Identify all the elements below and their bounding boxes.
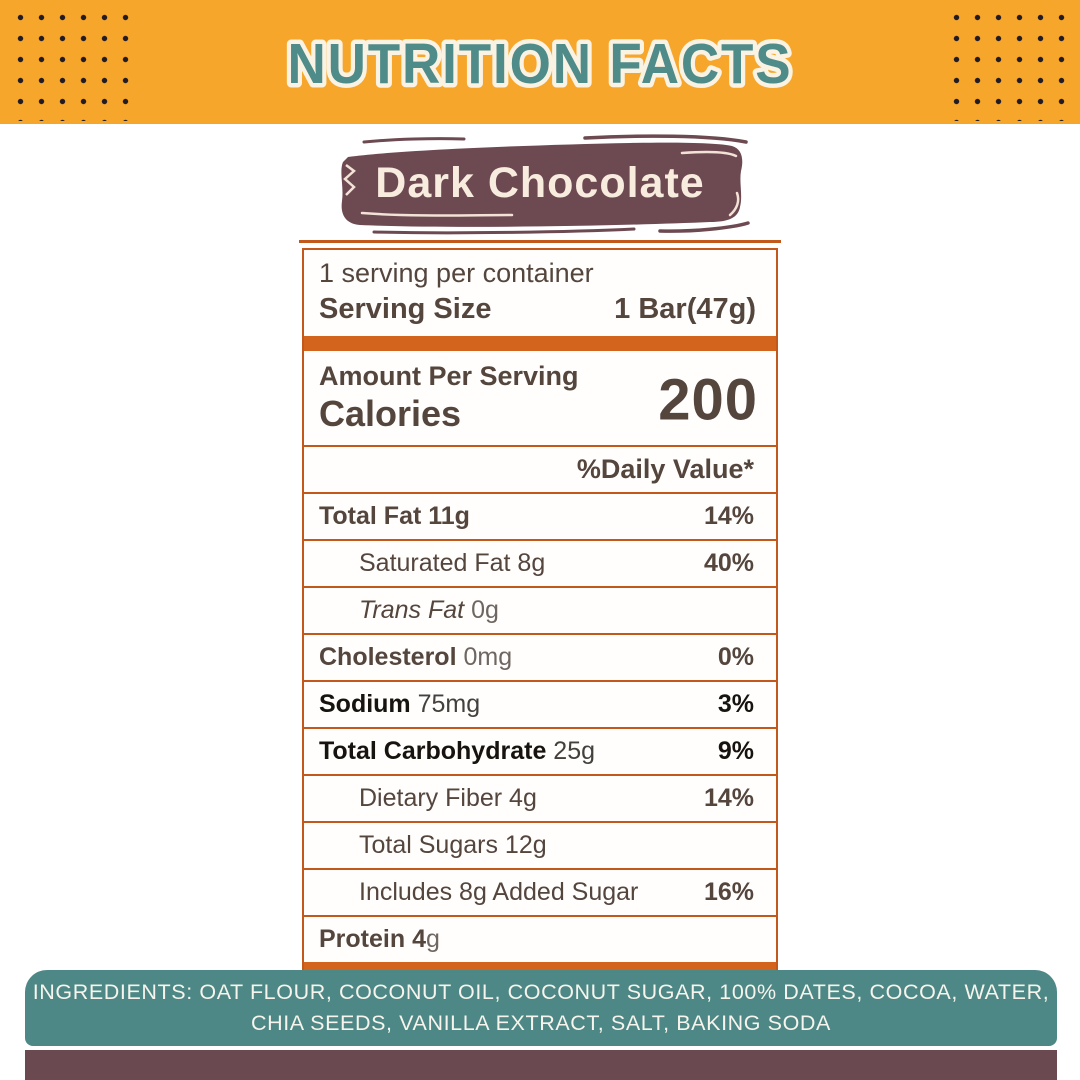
ingredients-line-1: INGREDIENTS: OAT FLOUR, COCONUT OIL, COC…	[32, 980, 1050, 1004]
nutrient-row: Sodium 75mg 3%	[304, 680, 776, 727]
serving-section: 1 serving per container Serving Size 1 B…	[304, 250, 776, 336]
nutrient-daily-value: 40%	[703, 549, 754, 577]
nutrient-daily-value: 9%	[717, 737, 754, 765]
brush-streak-top-right	[583, 134, 748, 144]
nutrient-row: Includes 8g Added Sugar 16%	[304, 868, 776, 915]
calories-value: 200	[658, 367, 758, 433]
nutrient-row: Dietary Fiber 4g 14%	[304, 774, 776, 821]
nutrient-label: Total Sugars 12g	[359, 831, 547, 859]
calories-section: Amount Per Serving Calories 200	[304, 351, 776, 445]
nutrient-row: Saturated Fat 8g 40%	[304, 539, 776, 586]
nutrient-label: Total Carbohydrate 25g	[319, 737, 596, 765]
brush-jag-left	[343, 164, 356, 196]
nutrient-row: Protein 4g	[304, 915, 776, 962]
page-title: NUTRITION FACTS	[288, 32, 793, 96]
nutrient-row: Trans Fat 0g	[304, 586, 776, 633]
nutrition-facts-panel: 1 serving per container Serving Size 1 B…	[299, 240, 781, 979]
nutrient-label: Protein 4g	[319, 925, 440, 953]
brush-stroke-art	[341, 134, 750, 235]
header-banner: NUTRITION FACTS	[0, 0, 1080, 124]
top-accent-line	[299, 240, 781, 243]
nutrient-label: Trans Fat 0g	[359, 596, 499, 624]
brush-jag-right	[728, 191, 740, 217]
brush-streak-top-left	[362, 137, 466, 144]
nutrient-label: Sodium 75mg	[319, 690, 481, 718]
thick-divider-top	[304, 336, 776, 351]
nutrient-label: Total Fat 11g	[319, 502, 470, 530]
servings-per-container: 1 serving per container	[319, 258, 594, 288]
nutrient-label: Cholesterol 0mg	[319, 643, 513, 671]
nutrient-daily-value: 16%	[703, 878, 754, 906]
brush-highlight-bottom	[360, 211, 514, 217]
bottom-accent-strip	[25, 1050, 1057, 1080]
dot-grid-right-decoration	[942, 3, 1074, 121]
brush-body	[341, 142, 743, 227]
nutrient-row: Total Fat 11g 14%	[304, 492, 776, 539]
amount-per-serving-label: Amount Per Serving	[319, 361, 579, 391]
calories-label: Calories	[319, 393, 462, 434]
nutrient-daily-value: 14%	[703, 502, 754, 530]
page-title-art: NUTRITION FACTS	[283, 28, 795, 101]
daily-value-header: %Daily Value*	[304, 445, 776, 492]
brush-highlight-top	[680, 150, 738, 158]
ingredients-line-2: CHIA SEEDS, VANILLA EXTRACT, SALT, BAKIN…	[250, 1011, 831, 1035]
nutrient-label: Saturated Fat 8g	[359, 549, 546, 577]
nutrient-row: Cholesterol 0mg 0%	[304, 633, 776, 680]
flavor-banner: Dark Chocolate	[330, 133, 750, 237]
serving-size-row: Serving Size 1 Bar(47g)	[319, 290, 756, 328]
dot-grid-left-decoration	[6, 3, 138, 121]
nutrient-label: Includes 8g Added Sugar	[359, 878, 639, 906]
serving-size-label: Serving Size	[319, 293, 492, 325]
nutrient-daily-value: 0%	[717, 643, 754, 671]
flavor-name: Dark Chocolate	[375, 158, 705, 207]
nutrition-facts-table: 1 serving per container Serving Size 1 B…	[302, 248, 778, 979]
nutrient-row: Total Carbohydrate 25g 9%	[304, 727, 776, 774]
serving-size-value: 1 Bar(47g)	[614, 293, 756, 325]
nutrient-daily-value: 14%	[703, 784, 754, 812]
brush-streak-bottom-left	[372, 227, 636, 235]
nutrient-row: Total Sugars 12g	[304, 821, 776, 868]
nutrient-label: Dietary Fiber 4g	[359, 784, 537, 812]
ingredients-band: INGREDIENTS: OAT FLOUR, COCONUT OIL, COC…	[25, 970, 1057, 1046]
nutrient-daily-value: 3%	[717, 690, 754, 718]
brush-streak-bottom-right	[658, 221, 750, 233]
nutrient-rows: Total Fat 11g 14% Saturated Fat 8g 40% T…	[304, 492, 776, 962]
